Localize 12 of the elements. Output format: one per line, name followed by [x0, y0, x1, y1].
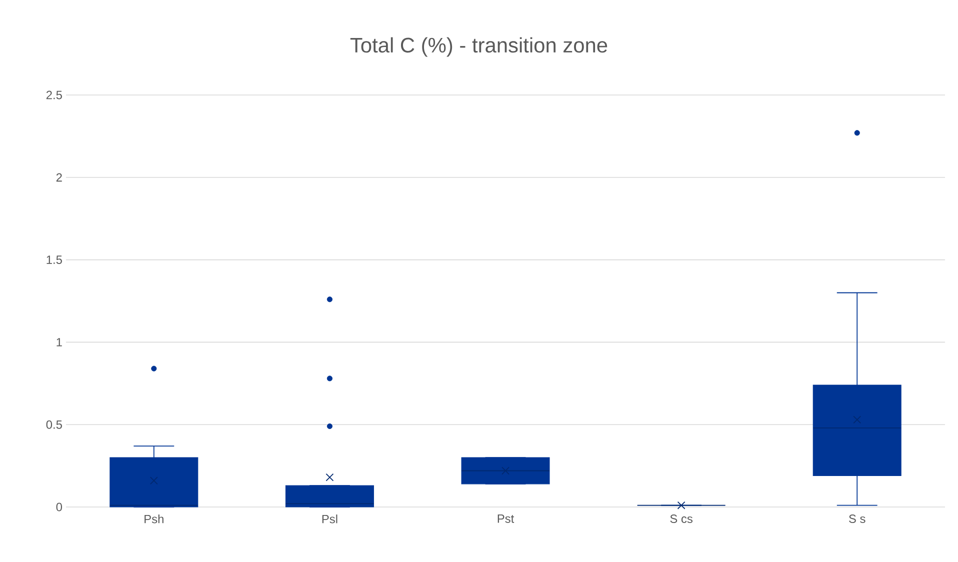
y-tick-label: 1.5 — [46, 256, 62, 264]
x-tick-label: Psh — [144, 514, 164, 524]
y-tick-label: 2.5 — [46, 90, 62, 100]
x-tick-label: S s — [849, 514, 866, 523]
x-tick-label: Pst — [498, 514, 514, 523]
x-tick-label: S cs — [670, 514, 692, 523]
y-tick-label: 0 — [56, 502, 62, 512]
x-tick-label: Psl — [322, 514, 338, 524]
y-tick-label: 1 — [56, 338, 62, 346]
chart-title: Total C (%) - transition zone — [350, 37, 608, 57]
y-tick-label: 2 — [56, 173, 62, 182]
y-tick-label: 0.5 — [46, 420, 62, 429]
